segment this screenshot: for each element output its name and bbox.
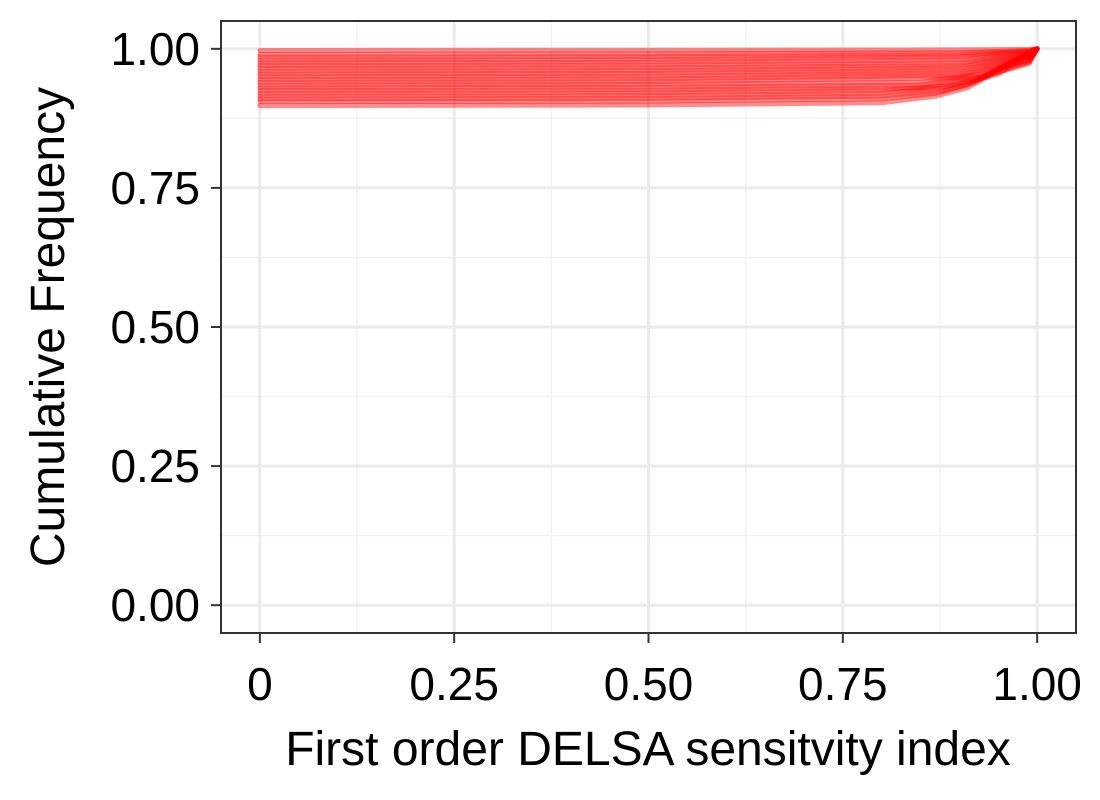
y-axis-ticks bbox=[211, 47, 221, 607]
cdf-series-line bbox=[257, 46, 1040, 71]
cdf-series-line bbox=[257, 46, 1040, 63]
cdf-series-line bbox=[257, 46, 1040, 102]
cdf-series-line bbox=[257, 46, 1040, 85]
cdf-series-line bbox=[257, 46, 1040, 88]
cdf-series-line bbox=[257, 46, 1040, 77]
cdf-series-line bbox=[257, 46, 1040, 105]
cdf-series-line bbox=[257, 46, 1040, 99]
y-tick-label: 0.25 bbox=[110, 440, 200, 492]
x-tick-label: 1.00 bbox=[992, 658, 1082, 710]
cdf-series-line bbox=[257, 46, 1040, 82]
cdf-series-line bbox=[257, 46, 1040, 94]
x-tick-label: 0.50 bbox=[604, 658, 694, 710]
x-tick-label: 0.75 bbox=[798, 658, 888, 710]
y-tick-label: 1.00 bbox=[110, 23, 200, 75]
x-tick-label: 0 bbox=[247, 658, 273, 710]
cdf-series-line bbox=[257, 46, 1040, 66]
cdf-series-line bbox=[257, 46, 1040, 96]
cdf-series-line bbox=[257, 46, 1040, 74]
x-tick-label: 0.25 bbox=[409, 658, 499, 710]
cdf-series-line bbox=[257, 46, 1040, 60]
x-axis-tick-labels: 0 0.25 0.50 0.75 1.00 bbox=[247, 658, 1082, 710]
cdf-series-line bbox=[257, 46, 1040, 69]
y-axis-tick-labels: 0.00 0.25 0.50 0.75 1.00 bbox=[110, 23, 200, 631]
series-lines bbox=[257, 46, 1040, 109]
cdf-series-line bbox=[257, 46, 1040, 57]
x-axis-title: First order DELSA sensitvity index bbox=[285, 723, 1011, 776]
y-tick-label: 0.50 bbox=[110, 301, 200, 353]
y-tick-label: 0.75 bbox=[110, 162, 200, 214]
y-tick-label: 0.00 bbox=[110, 579, 200, 631]
cdf-series-line bbox=[257, 46, 1040, 53]
cdf-series-line bbox=[257, 46, 1040, 109]
cdf-series-line bbox=[257, 46, 1040, 91]
grid-major bbox=[221, 21, 1076, 633]
x-axis-ticks bbox=[258, 633, 1039, 643]
y-axis-title: Cumulative Frequency bbox=[22, 87, 75, 567]
cdf-series-line bbox=[257, 46, 1040, 80]
